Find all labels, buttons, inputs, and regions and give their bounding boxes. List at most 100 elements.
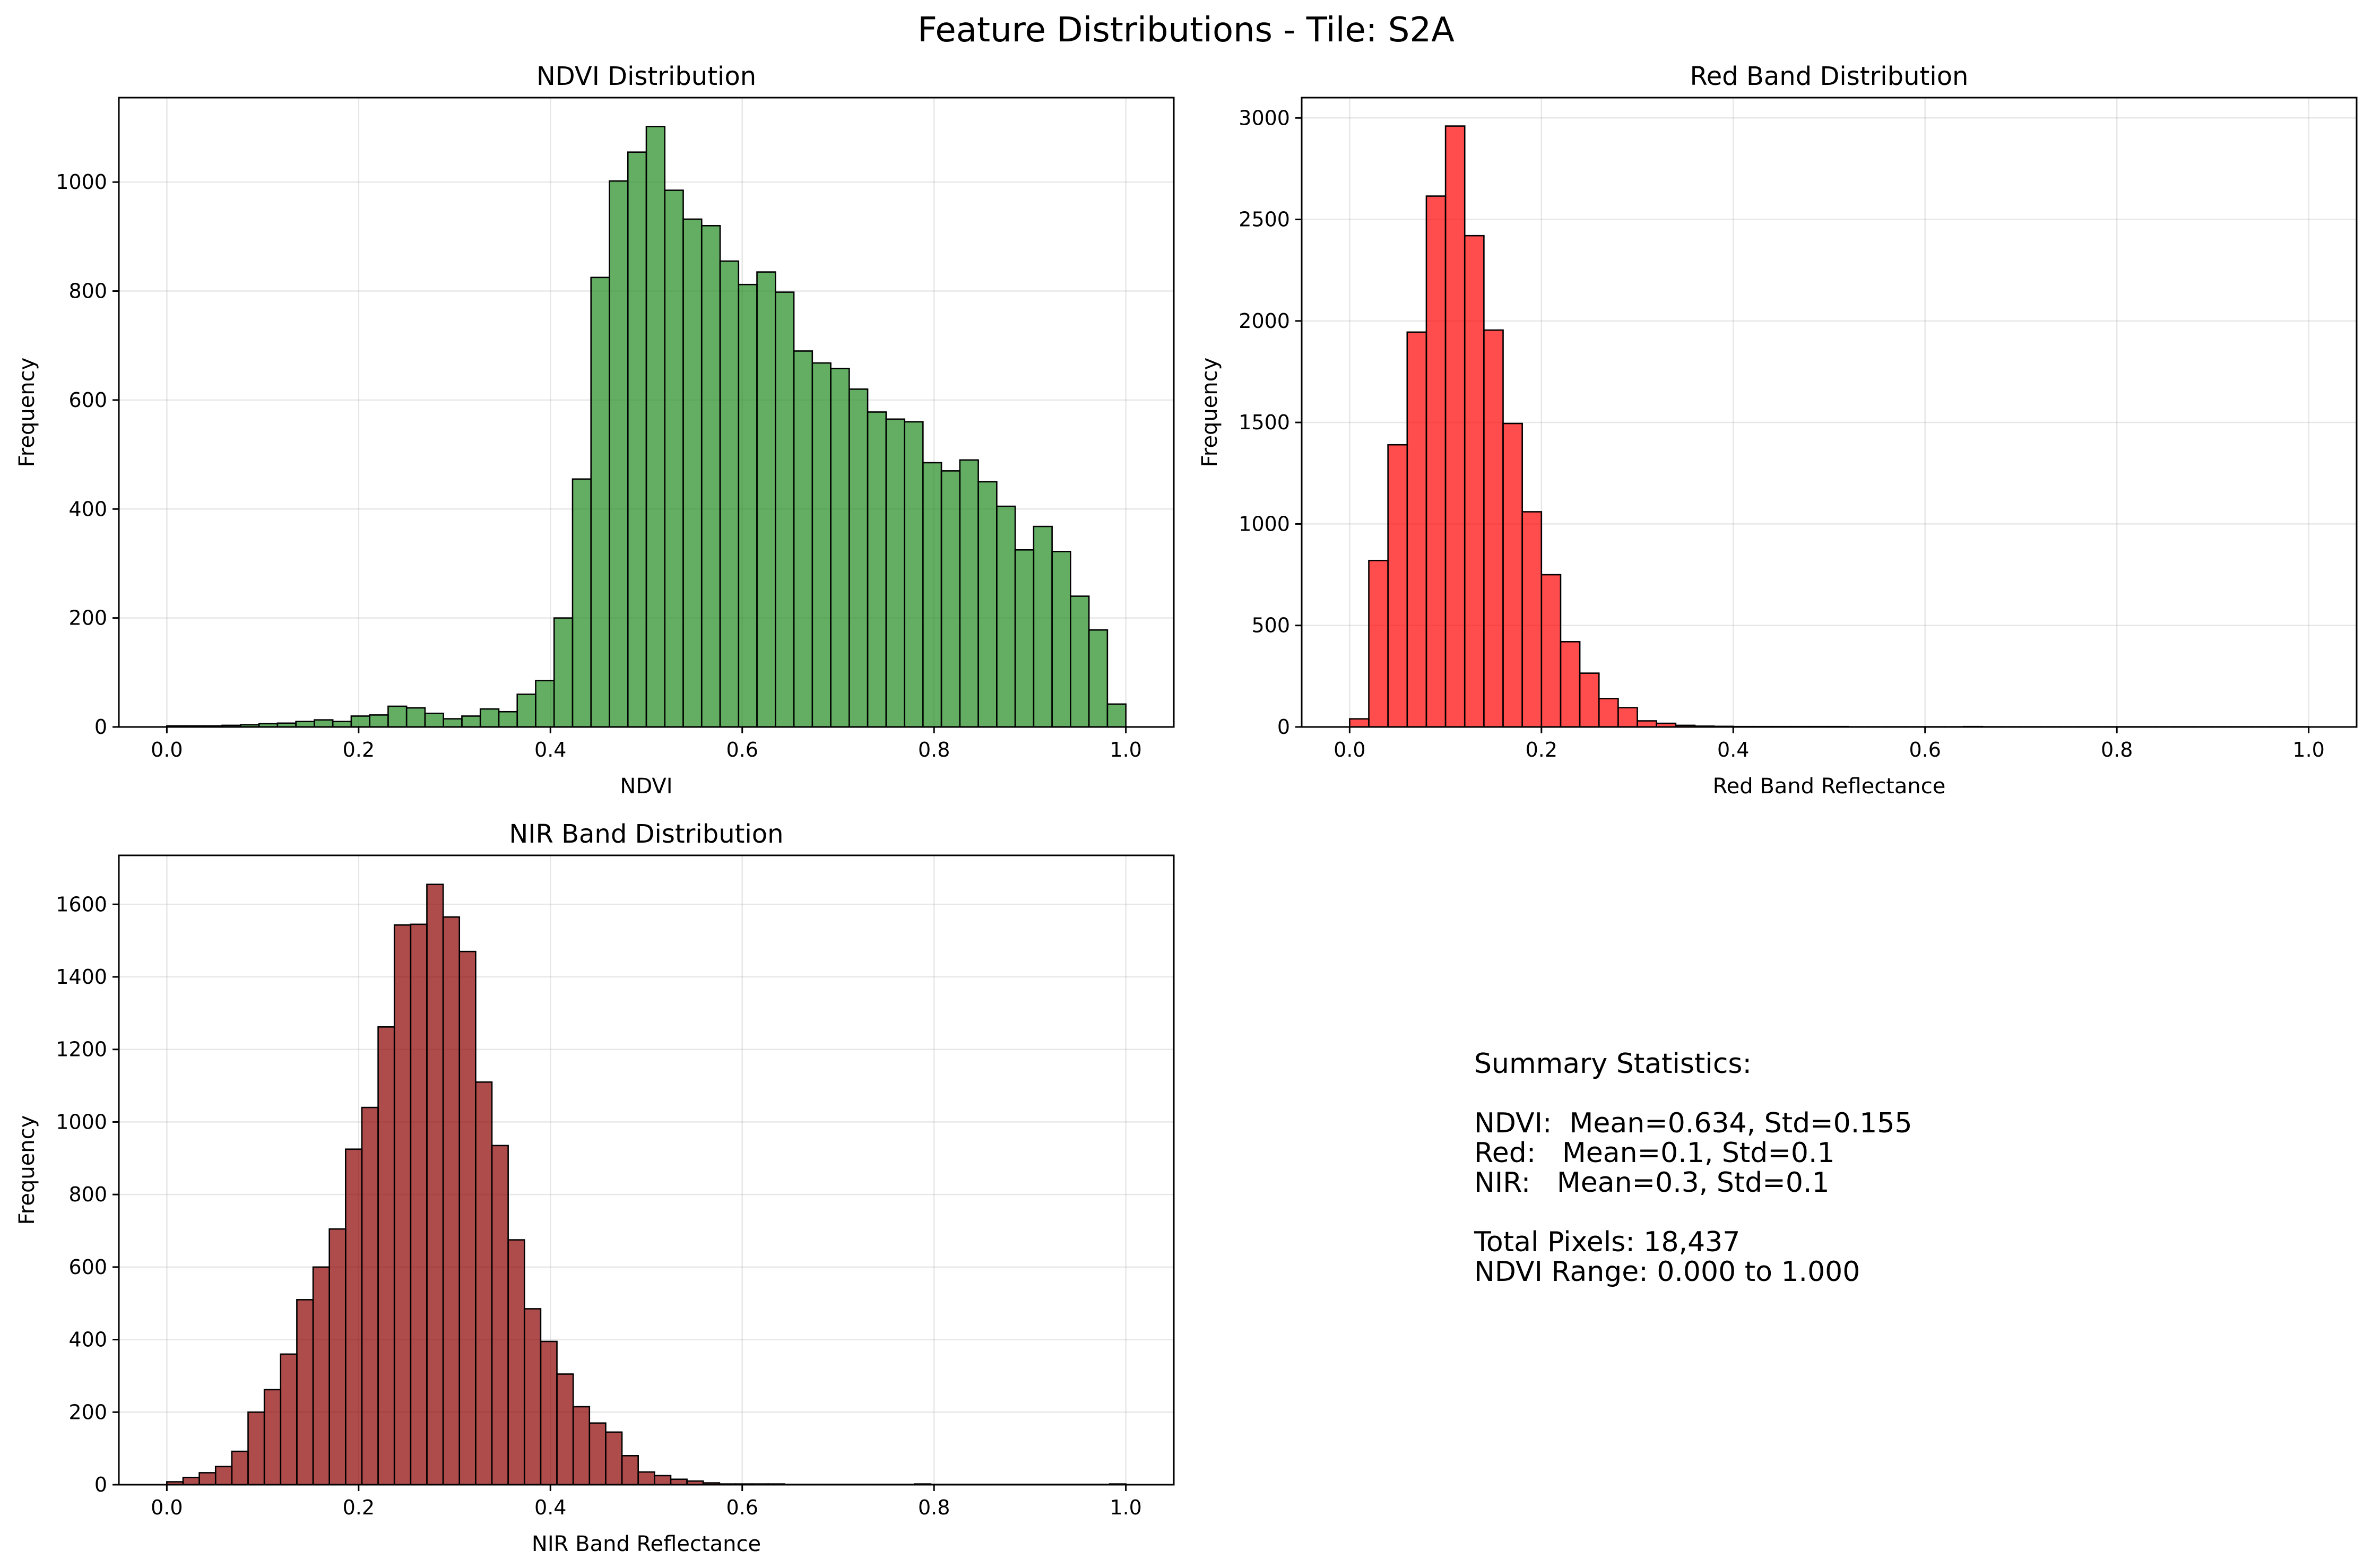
histogram-bar <box>1483 329 1504 728</box>
histogram-bar <box>1617 707 1638 728</box>
histogram-bar <box>350 715 370 728</box>
histogram-bar <box>811 362 832 728</box>
x-tick-label: 0.0 <box>1334 738 1365 761</box>
histogram-bar <box>1387 444 1408 728</box>
y-tick-label: 1000 <box>56 170 107 194</box>
histogram-bar <box>332 721 352 728</box>
histogram-bar <box>393 924 412 1486</box>
histogram-bar <box>523 1308 542 1486</box>
histogram-bar <box>774 291 795 728</box>
y-tick-label: 800 <box>68 280 107 303</box>
histogram-bar <box>314 719 334 728</box>
x-tick-label: 0.0 <box>151 738 183 761</box>
y-tick-label: 1500 <box>1239 411 1290 434</box>
histogram-bar <box>387 705 408 728</box>
histogram-bar <box>553 617 574 728</box>
histogram-bar <box>516 694 536 728</box>
histogram-bar <box>654 1475 672 1486</box>
histogram-bar <box>830 368 850 728</box>
histogram-bar <box>645 126 666 728</box>
histogram-bar <box>231 1450 249 1486</box>
y-tick-label: 1000 <box>56 1110 107 1133</box>
stats-line: Summary Statistics: <box>1474 1048 1752 1080</box>
histogram-bar <box>940 470 961 728</box>
histogram-bar <box>345 1148 363 1486</box>
panel-title: NIR Band Distribution <box>509 819 783 849</box>
nir-histogram-panel: 0.0 0.2 0.4 0.6 0.8 1.0 0 200 400 600 800 1000 1200 1… <box>15 819 1175 1556</box>
y-tick-label: 800 <box>68 1183 107 1206</box>
histogram-bar <box>507 1239 525 1486</box>
x-tick-label: 0.6 <box>726 1496 758 1519</box>
histogram-bar <box>1106 703 1127 728</box>
y-tick-label: 2000 <box>1239 309 1290 333</box>
y-tick-label: 0 <box>1277 715 1290 739</box>
histogram-bar <box>572 478 592 728</box>
histogram-bar <box>263 1389 282 1486</box>
histogram-bar <box>738 283 758 728</box>
y-tick-label: 400 <box>68 497 107 521</box>
histogram-bar <box>361 1106 379 1486</box>
figure-title: Feature Distributions - Tile: S2A <box>917 11 1455 50</box>
panel-title: NDVI Distribution <box>536 62 756 91</box>
histogram-bar <box>247 1411 265 1486</box>
stats-line: Red: Mean=0.1, Std=0.1 <box>1474 1137 1835 1169</box>
x-tick-label: 0.4 <box>534 1496 566 1519</box>
y-tick-label: 1000 <box>1239 512 1290 535</box>
histogram-bar <box>849 388 869 728</box>
histogram-bar <box>491 1145 509 1486</box>
stats-line: Total Pixels: 18,437 <box>1474 1226 1740 1258</box>
histogram-bar <box>296 1299 314 1486</box>
histogram-bar <box>498 711 518 728</box>
x-axis-label: NDVI <box>620 774 672 799</box>
histogram-bar <box>1406 331 1427 728</box>
x-tick-label: 0.0 <box>151 1496 183 1519</box>
y-tick-label: 200 <box>68 1400 107 1424</box>
y-tick-label: 1400 <box>56 965 107 989</box>
histogram-bar <box>588 1422 607 1486</box>
histogram-bar <box>1425 195 1447 728</box>
x-tick-label: 0.8 <box>918 1496 950 1519</box>
y-axis-label: Frequency <box>1198 358 1222 467</box>
histogram-bar <box>670 1478 688 1486</box>
axes-frame <box>1301 97 2358 728</box>
y-tick-label: 200 <box>68 607 107 630</box>
histogram-bar <box>1579 672 1600 728</box>
histogram-bar <box>756 271 776 728</box>
histogram-bar <box>609 180 629 728</box>
x-tick-label: 0.6 <box>726 738 758 761</box>
histogram-bar <box>443 718 463 728</box>
y-tick-label: 400 <box>68 1328 107 1352</box>
histogram-bar <box>1088 629 1109 728</box>
histogram-bar <box>1560 641 1581 728</box>
ndvi-histogram-panel: 0.0 0.2 0.4 0.6 0.8 1.0 0 200 400 600 800 1000 NDVI … <box>15 62 1175 799</box>
histogram-bar <box>1444 125 1466 728</box>
axes-frame <box>118 854 1175 1486</box>
x-tick-label: 0.4 <box>1717 738 1749 761</box>
x-axis-label: NIR Band Reflectance <box>532 1532 761 1556</box>
histogram-bar <box>377 1026 395 1486</box>
x-axis-label: Red Band Reflectance <box>1713 774 1946 799</box>
histogram-bar <box>1637 720 1657 728</box>
histogram-bar <box>1349 718 1370 728</box>
histogram-bar <box>621 1455 639 1486</box>
histogram-bar <box>426 883 444 1486</box>
histogram-bar <box>198 1472 217 1486</box>
histogram-bar <box>479 708 500 728</box>
y-tick-label: 1200 <box>56 1038 107 1061</box>
histogram-bar <box>405 707 426 728</box>
x-tick-label: 1.0 <box>1110 1496 1141 1519</box>
histogram-bar <box>280 1353 298 1486</box>
histogram-bar <box>1540 574 1562 728</box>
red-histogram-panel: 0.0 0.2 0.4 0.6 0.8 1.0 0 500 1000 1500 2000 2500 30… <box>1198 62 2358 799</box>
x-tick-label: 0.2 <box>1526 738 1557 761</box>
stats-line: NDVI: Mean=0.634, Std=0.155 <box>1474 1107 1912 1139</box>
histogram-bar <box>793 350 813 728</box>
histogram-bar <box>904 421 924 728</box>
x-tick-label: 0.4 <box>534 738 566 761</box>
histogram-bar <box>867 411 887 728</box>
histogram-bar <box>1051 551 1071 728</box>
histogram-bar <box>369 714 389 728</box>
histogram-bar <box>458 950 477 1486</box>
histogram-bar <box>312 1266 330 1486</box>
